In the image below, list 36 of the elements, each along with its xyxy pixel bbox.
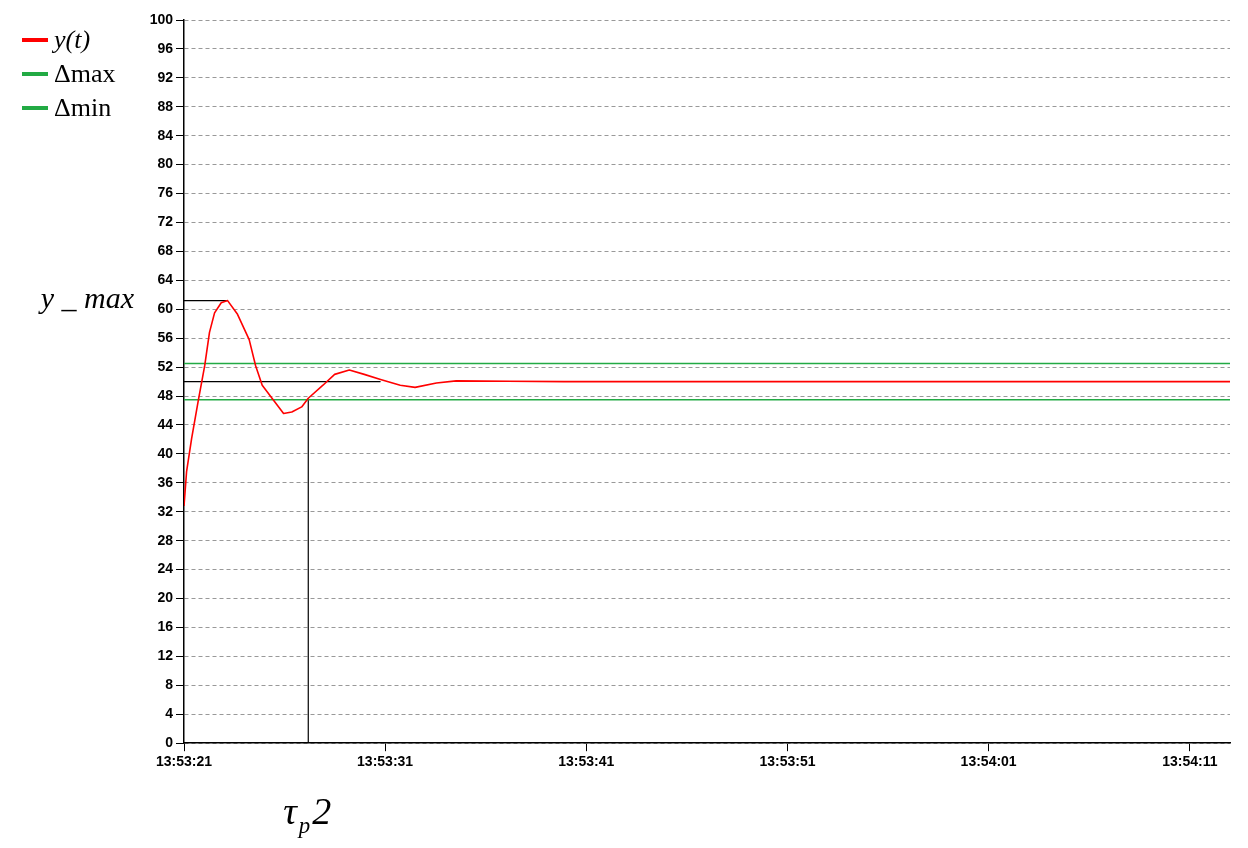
x-tick-label: 13:53:51 — [759, 753, 816, 770]
y-tick-label: 8 — [165, 676, 174, 693]
y-tick-label: 60 — [157, 300, 174, 317]
legend-label: Δmin — [54, 93, 112, 122]
y-tick-label: 88 — [157, 97, 174, 114]
text: y _ max — [37, 281, 135, 315]
y-tick-label: 56 — [157, 329, 174, 346]
y-tick-label: 36 — [157, 473, 174, 490]
y-tick-label: 28 — [157, 531, 174, 548]
x-tick-label: 13:53:41 — [558, 753, 615, 770]
y-tick-label: 44 — [157, 415, 174, 432]
legend-label: y(t) — [54, 25, 91, 54]
y-tick-label: 32 — [157, 502, 174, 519]
y-tick-label: 52 — [157, 358, 174, 374]
y-tick-label: 16 — [157, 618, 174, 635]
y-tick-label: 68 — [157, 242, 174, 259]
y-tick-label: 84 — [157, 126, 174, 143]
y-tick-label: 64 — [157, 271, 174, 288]
y-tick-label: 48 — [157, 386, 174, 403]
y-tick-label: 100 — [149, 10, 174, 27]
x-tick-label: 13:54:11 — [1162, 753, 1218, 770]
y-tick-label: 24 — [157, 560, 174, 577]
x-tick-label: 13:54:01 — [960, 753, 1017, 770]
y-tick-label: 80 — [157, 155, 174, 172]
y-tick-label: 40 — [157, 444, 174, 461]
legend-label: Δmax — [54, 59, 116, 88]
y-tick-label: 20 — [157, 589, 174, 606]
y-tick-label: 4 — [165, 705, 174, 722]
y-tick-label: 96 — [157, 39, 174, 56]
y-tick-label: 76 — [157, 184, 174, 201]
y-tick-label: 92 — [157, 68, 174, 85]
y-tick-label: 0 — [165, 734, 174, 751]
x-tick-label: 13:53:21 — [155, 753, 213, 770]
y-tick-label: 72 — [157, 213, 174, 230]
y-tick-label: 12 — [157, 647, 174, 664]
x-tick-label: 13:53:31 — [357, 753, 414, 770]
